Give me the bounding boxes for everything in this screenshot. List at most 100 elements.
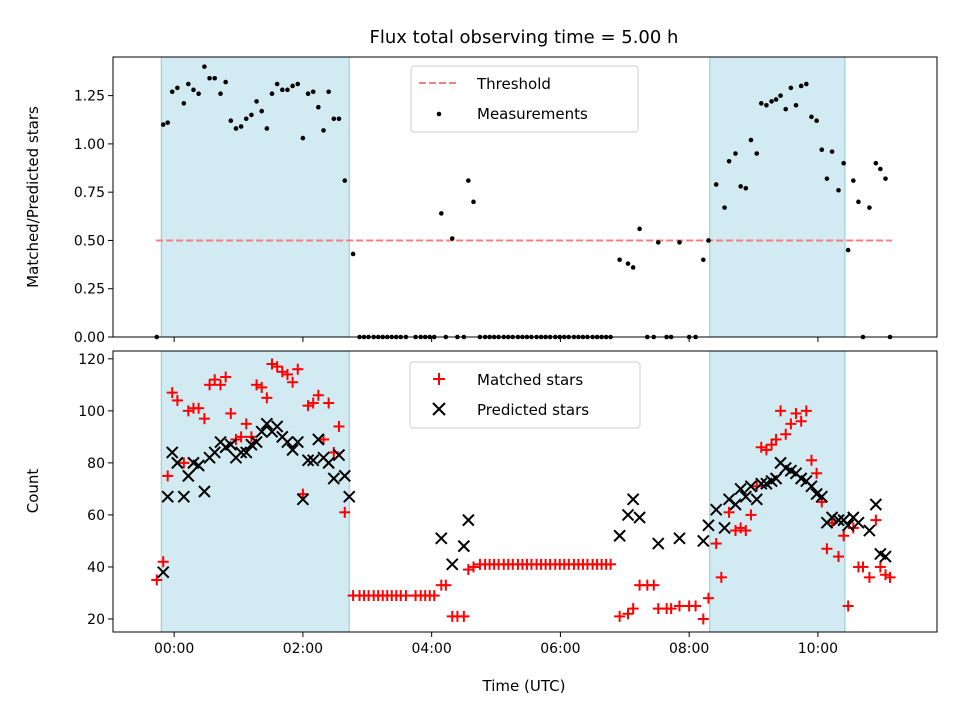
measurement-point [630,265,636,270]
predicted-point [457,539,471,553]
measurement-point [778,93,783,98]
matched-point [665,603,677,615]
predicted-point [446,558,459,571]
measurement-point [228,118,234,124]
measurement-point [342,178,348,183]
measurement-point [160,122,166,127]
matched-point [276,366,288,378]
matched-point [271,361,283,373]
measurement-point [165,120,171,125]
legend-predicted-label: Predicted stars [477,401,589,419]
matched-point [256,381,268,393]
measurement-point [819,147,825,152]
matched-point [307,397,319,409]
measurement-point [804,81,809,87]
measurement-point [321,128,326,133]
measurement-point [202,64,207,69]
measurement-point [223,79,228,85]
y-tick-label: 1.25 [74,89,105,105]
y-tick-label: 0.75 [74,185,105,201]
measurement-point [738,184,743,189]
predicted-point [729,498,742,511]
predicted-point [633,511,646,524]
predicted-point [182,469,195,483]
measurement-point [617,257,622,263]
predicted-point [750,493,763,506]
measurement-point [238,124,244,129]
matched-point [225,407,237,419]
matched-point [302,400,314,412]
measurement-point [809,114,814,120]
shaded-interval-0 [160,56,350,338]
matched-point [730,525,742,537]
matched-point [240,418,252,430]
matched-point [795,415,807,427]
predicted-point [718,521,731,535]
predicted-point [825,511,839,524]
predicted-point [312,433,325,446]
y-tick-label: 0.50 [74,233,105,249]
predicted-point [234,446,248,459]
measurement-point [851,178,856,183]
matched-point [751,480,763,492]
measurement-point [824,176,830,181]
matched-point [178,457,190,469]
predicted-point [739,490,753,503]
matched-point [297,488,309,500]
matched-point [884,571,896,583]
predicted-point [322,456,335,470]
measurement-point [878,166,883,172]
matched-point [166,387,178,399]
matched-point [735,522,747,534]
matched-point [811,467,823,479]
measurement-point [814,118,819,124]
matched-point [193,402,205,414]
predicted-point [270,420,284,433]
matched-point [745,509,757,521]
matched-point [440,579,452,591]
matched-point [281,368,293,380]
measurement-point [218,91,223,96]
measurement-point [254,99,259,104]
measurement-point [175,85,180,91]
measurement-point [625,261,631,266]
predicted-point [863,524,876,537]
measurement-point [856,199,861,205]
predicted-point [626,493,640,506]
measurement-point [300,135,306,141]
measurement-point [310,89,316,95]
measurement-point [706,238,711,243]
measurement-point [754,151,760,156]
predicted-point [171,456,184,470]
predicted-point [621,508,635,522]
count-x-ticks: 00:00 02:00 04:00 06:00 08:00 10:00 [154,632,838,657]
matched-point [468,561,479,573]
x-tick-label: 02:00 [283,641,323,657]
y-tick-label: 40 [87,560,105,576]
measurement-point [798,83,804,89]
predicted-point [613,529,626,542]
matched-point [874,561,886,573]
ratio-x-ticks [173,337,819,342]
matched-point [312,389,324,401]
predicted-point [296,493,310,506]
predicted-point [673,532,686,545]
measurement-point [295,81,301,87]
predicted-point [709,503,723,516]
count-legend: Matched stars Predicted stars [409,361,641,429]
legend-matched-swatch [433,373,445,385]
measurement-point [748,137,754,143]
predicted-point [306,454,320,467]
measurement-point [637,226,642,232]
matched-point [261,392,273,404]
matched-point [162,470,174,482]
matched-point [760,444,772,456]
predicted-point [852,516,865,529]
predicted-point [832,513,845,527]
ratio-panel-frame [112,56,938,338]
matched-point [775,405,787,417]
ratio-legend: Threshold Measurements [410,65,639,133]
ratio-y-ticks: 0.00 0.25 0.50 0.75 1.00 1.25 [74,89,113,346]
measurement-point [212,75,218,81]
